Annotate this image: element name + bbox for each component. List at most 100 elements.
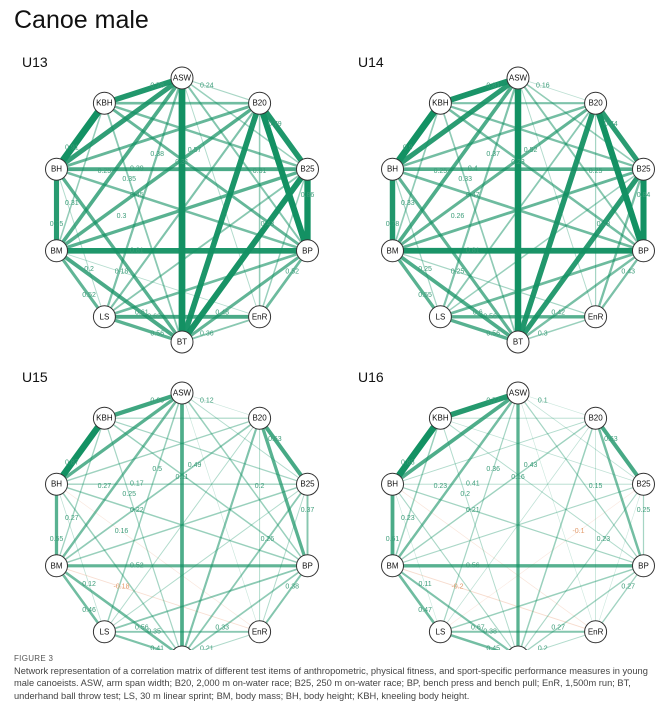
edge-b20-bp bbox=[256, 100, 311, 254]
edge-weight-label: 0.27 bbox=[551, 624, 565, 631]
edge-weight-label: 0.61 bbox=[386, 536, 400, 543]
edge-b25-ls bbox=[103, 483, 308, 633]
edge-asw-b25 bbox=[517, 77, 645, 171]
edge-weight-label: 0.33 bbox=[401, 200, 415, 207]
edge-b20-bt bbox=[515, 100, 599, 345]
edge-weight-label: 0.47 bbox=[466, 192, 480, 199]
edge-ls-bm bbox=[391, 564, 442, 634]
network-figure: U13 0.24 0.79 0.86 0.36 0.56 0.52 0.75 0.91 0.78 0… bbox=[22, 54, 655, 650]
node-circle bbox=[296, 472, 319, 496]
panel-label: U16 bbox=[358, 369, 384, 385]
node-b25: B25 bbox=[632, 157, 655, 181]
edge-bh-kbh bbox=[53, 99, 108, 173]
edge-weight-label: 0.81 bbox=[130, 247, 144, 254]
edge-weight-label: 0.46 bbox=[82, 607, 96, 614]
node-circle bbox=[428, 91, 452, 115]
edge-weight-label: 0.63 bbox=[604, 436, 618, 443]
node-asw: ASW bbox=[506, 381, 530, 405]
edge-weight-label: 0.11 bbox=[419, 581, 432, 588]
edge-weight-label: 0.42 bbox=[551, 309, 565, 316]
edge-weight-label: 0.84 bbox=[637, 192, 651, 199]
node-label: KBH bbox=[96, 99, 113, 108]
edge-weight-label: 0.12 bbox=[82, 581, 96, 588]
edge-weight-label: -0.2 bbox=[451, 583, 463, 590]
edge-weight-label: 0.56 bbox=[483, 313, 497, 320]
edge-bt-ls bbox=[102, 315, 184, 344]
edge-weight-label: 0.23 bbox=[511, 159, 525, 166]
edge-b25-kbh bbox=[439, 102, 645, 171]
edge-weight-label: 0.57 bbox=[188, 147, 202, 154]
edge-weight-label: 0.86 bbox=[301, 192, 315, 199]
node-b25: B25 bbox=[632, 472, 655, 496]
edge-ls-bh bbox=[392, 483, 441, 633]
edge-weight-label: 0.81 bbox=[486, 83, 500, 90]
node-label: ASW bbox=[173, 389, 192, 398]
node-circle bbox=[45, 157, 68, 181]
edge-bp-ls bbox=[103, 564, 309, 633]
edge-bt-enr bbox=[537, 631, 597, 650]
node-circle bbox=[584, 406, 608, 430]
node-circle bbox=[632, 472, 655, 496]
node-circle bbox=[506, 330, 530, 354]
edge-b25-bt bbox=[515, 166, 647, 345]
network-panel-u14: U14 0.16 0.74 0.84 0.3 0.56 0.55 0.78 0.9 0.81 0.2… bbox=[358, 54, 655, 354]
edge-ls-bh bbox=[56, 483, 105, 633]
edge-b25-ls bbox=[103, 168, 309, 318]
edge-weight-label: 0.56 bbox=[150, 330, 164, 337]
edge-weight-label: 0.25 bbox=[98, 168, 112, 175]
edge-bp-bt bbox=[180, 249, 310, 344]
edge-weight-label: 0.75 bbox=[50, 221, 64, 228]
edge-weight-label: 0.55 bbox=[418, 292, 432, 299]
node-circle bbox=[92, 406, 116, 430]
node-label: BT bbox=[513, 338, 523, 347]
edge-weight-label: 0.16 bbox=[115, 528, 129, 535]
node-circle bbox=[381, 239, 404, 263]
edge-asw-b20 bbox=[181, 392, 260, 419]
node-circle bbox=[248, 305, 272, 329]
edge-b20-b25 bbox=[593, 416, 646, 487]
edge-b20-bh bbox=[55, 101, 262, 171]
edge-weight-label: 0.4 bbox=[468, 166, 478, 173]
node-ls: LS bbox=[92, 620, 116, 644]
edge-b20-bp bbox=[592, 100, 647, 254]
edge-asw-bh bbox=[390, 391, 520, 487]
node-circle bbox=[381, 157, 404, 181]
edge-asw-bp bbox=[181, 392, 309, 567]
edge-asw-ls bbox=[439, 392, 519, 633]
edge-weight-label: 0.26 bbox=[451, 213, 465, 220]
edge-bt-ls bbox=[438, 315, 520, 344]
edge-bm-enr bbox=[56, 565, 261, 633]
node-circle bbox=[381, 472, 404, 496]
edge-b20-bt bbox=[519, 417, 597, 650]
node-label: BP bbox=[638, 246, 649, 255]
node-label: B25 bbox=[300, 165, 315, 174]
edge-bh-enr bbox=[56, 483, 260, 633]
node-label: EnR bbox=[252, 312, 268, 321]
edge-weight-label: 0.24 bbox=[200, 83, 214, 90]
edge-weight-label: 0.36 bbox=[200, 330, 214, 337]
edge-weight-label: 0.23 bbox=[434, 483, 448, 490]
edge-weight-label: 0.48 bbox=[597, 221, 611, 228]
edge-bt-ls bbox=[439, 630, 501, 650]
edge-weight-label: 0.25 bbox=[122, 491, 136, 498]
edge-weight-label: 0.2 bbox=[460, 491, 470, 498]
node-label: KBH bbox=[96, 414, 113, 423]
edge-weight-label: 0.78 bbox=[386, 221, 400, 228]
edge-b20-bh bbox=[391, 101, 597, 171]
edge-weight-label: 0.27 bbox=[621, 583, 635, 590]
edge-weight-label: 0.36 bbox=[486, 466, 500, 473]
node-bh: BH bbox=[381, 472, 404, 496]
node-circle bbox=[92, 620, 116, 644]
edge-weight-label: 0.25 bbox=[589, 168, 603, 175]
node-label: EnR bbox=[588, 312, 604, 321]
node-circle bbox=[428, 406, 452, 430]
node-label: LS bbox=[100, 312, 110, 321]
edge-weight-label: 0.66 bbox=[150, 398, 164, 405]
edge-weight-label: 0.39 bbox=[130, 166, 144, 173]
edge-weight-label: 0.21 bbox=[466, 507, 480, 514]
node-kbh: KBH bbox=[92, 91, 116, 115]
node-enr: EnR bbox=[248, 305, 272, 329]
node-b20: B20 bbox=[584, 406, 608, 430]
edge-bp-bt bbox=[526, 565, 645, 650]
node-label: ASW bbox=[173, 74, 192, 83]
